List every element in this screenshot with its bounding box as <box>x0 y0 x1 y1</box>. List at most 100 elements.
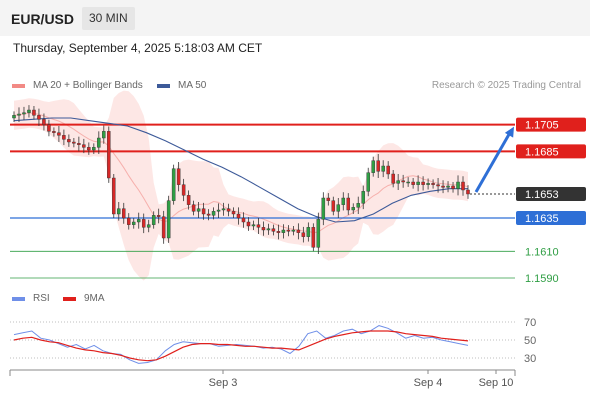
legend-rsi-label: RSI <box>33 293 50 304</box>
level-label-1-1705-box <box>516 117 586 132</box>
candle-body <box>411 181 415 185</box>
rsi-ma9-line <box>13 330 469 362</box>
candle-body <box>117 208 121 215</box>
candle-body <box>406 181 410 184</box>
candle-body <box>52 131 56 133</box>
level-label-1-1590: 1.1590 <box>525 273 559 285</box>
candle-body <box>196 208 201 212</box>
candle-body <box>436 184 440 187</box>
forecast-arrow <box>474 131 512 193</box>
candle-body <box>336 204 341 212</box>
ma50-swatch <box>157 83 170 88</box>
ma20-line <box>13 112 469 234</box>
level-label-1-1685-box <box>516 144 586 159</box>
candle-body <box>361 191 365 204</box>
candle-body <box>156 215 161 217</box>
candle-body <box>251 224 256 227</box>
candle-body <box>131 221 136 225</box>
candle-body <box>221 208 226 211</box>
candle-body <box>281 229 286 233</box>
candle-body <box>291 229 296 232</box>
candle-body <box>141 219 146 228</box>
candle-body <box>12 115 16 119</box>
legend-rsi: RSI <box>12 293 50 304</box>
candle-body <box>211 211 216 216</box>
rsi-line <box>13 325 469 364</box>
candle-body <box>166 200 171 239</box>
rsi-level-label-70: 70 <box>524 317 536 329</box>
level-label-1-1685: 1.1685 <box>525 146 559 158</box>
candle-body <box>311 227 316 248</box>
candle-body <box>326 197 331 201</box>
candle-body <box>376 160 380 172</box>
candle-body <box>82 144 86 148</box>
timeframe-button[interactable]: 30 MIN <box>82 7 135 30</box>
candle-body <box>181 184 186 196</box>
level-label-1-1705: 1.1705 <box>525 120 559 132</box>
candle-body <box>42 119 46 125</box>
candle-body <box>381 165 385 172</box>
candle-body <box>341 197 346 205</box>
candle-body <box>47 124 51 132</box>
candle-body <box>122 208 126 219</box>
candle-body <box>286 229 291 232</box>
candle-body <box>136 219 141 223</box>
bollinger-band <box>14 90 468 281</box>
legend-ma9: 9MA <box>63 293 105 304</box>
candle-body <box>77 143 81 145</box>
candle-body <box>346 197 351 211</box>
candle-body <box>366 172 370 192</box>
candle-body <box>431 183 435 185</box>
candle-body <box>127 217 131 225</box>
rsi-level-label-30: 30 <box>524 353 536 365</box>
legend-ma9-label: 9MA <box>84 293 105 304</box>
candle-body <box>426 183 430 185</box>
candle-body <box>246 221 251 227</box>
candle-body <box>191 204 196 212</box>
candle-body <box>316 219 321 248</box>
candle-body <box>241 217 246 223</box>
candle-body <box>102 131 106 139</box>
candle-body <box>236 213 241 219</box>
candle-body <box>206 213 211 216</box>
candle-body <box>62 135 66 140</box>
candle-body <box>87 147 91 151</box>
rsi-swatch <box>12 296 25 301</box>
candle-body <box>466 189 470 195</box>
candle-body <box>67 139 71 143</box>
x-tick-label: Sep 10 <box>479 377 514 389</box>
credit-text: Research © 2025 Trading Central <box>431 80 581 91</box>
level-label-1-1635-box <box>516 211 586 225</box>
candle-body <box>421 181 425 185</box>
rsi-level-label-50: 50 <box>524 335 536 347</box>
candle-body <box>72 141 76 144</box>
candle-body <box>151 215 156 225</box>
candle-body <box>321 197 326 220</box>
candle-body <box>176 168 181 185</box>
forecast-arrow-head <box>504 126 514 138</box>
candle-body <box>107 131 111 179</box>
candle-body <box>306 227 311 237</box>
candle-body <box>57 132 61 136</box>
candle-body <box>161 216 166 239</box>
level-label-1-1610: 1.1610 <box>525 246 559 258</box>
candle-body <box>386 165 390 175</box>
legend-ma50: MA 50 <box>157 80 206 91</box>
candle-body <box>296 229 301 233</box>
symbol-title: EUR/USD <box>11 11 75 27</box>
candle-body <box>32 109 36 116</box>
legend-bollinger: MA 20 + Bollinger Bands <box>12 80 143 91</box>
candle-body <box>216 209 221 212</box>
candle-body <box>201 208 206 215</box>
candle-body <box>456 181 460 189</box>
candle-body <box>261 227 266 231</box>
candle-body <box>186 195 191 205</box>
candle-body <box>146 224 151 228</box>
candle-body <box>171 168 176 201</box>
candle-body <box>351 207 355 211</box>
candle-body <box>441 185 445 188</box>
candle-body <box>231 211 236 215</box>
candle-body <box>331 200 336 212</box>
candle-body <box>27 109 31 113</box>
